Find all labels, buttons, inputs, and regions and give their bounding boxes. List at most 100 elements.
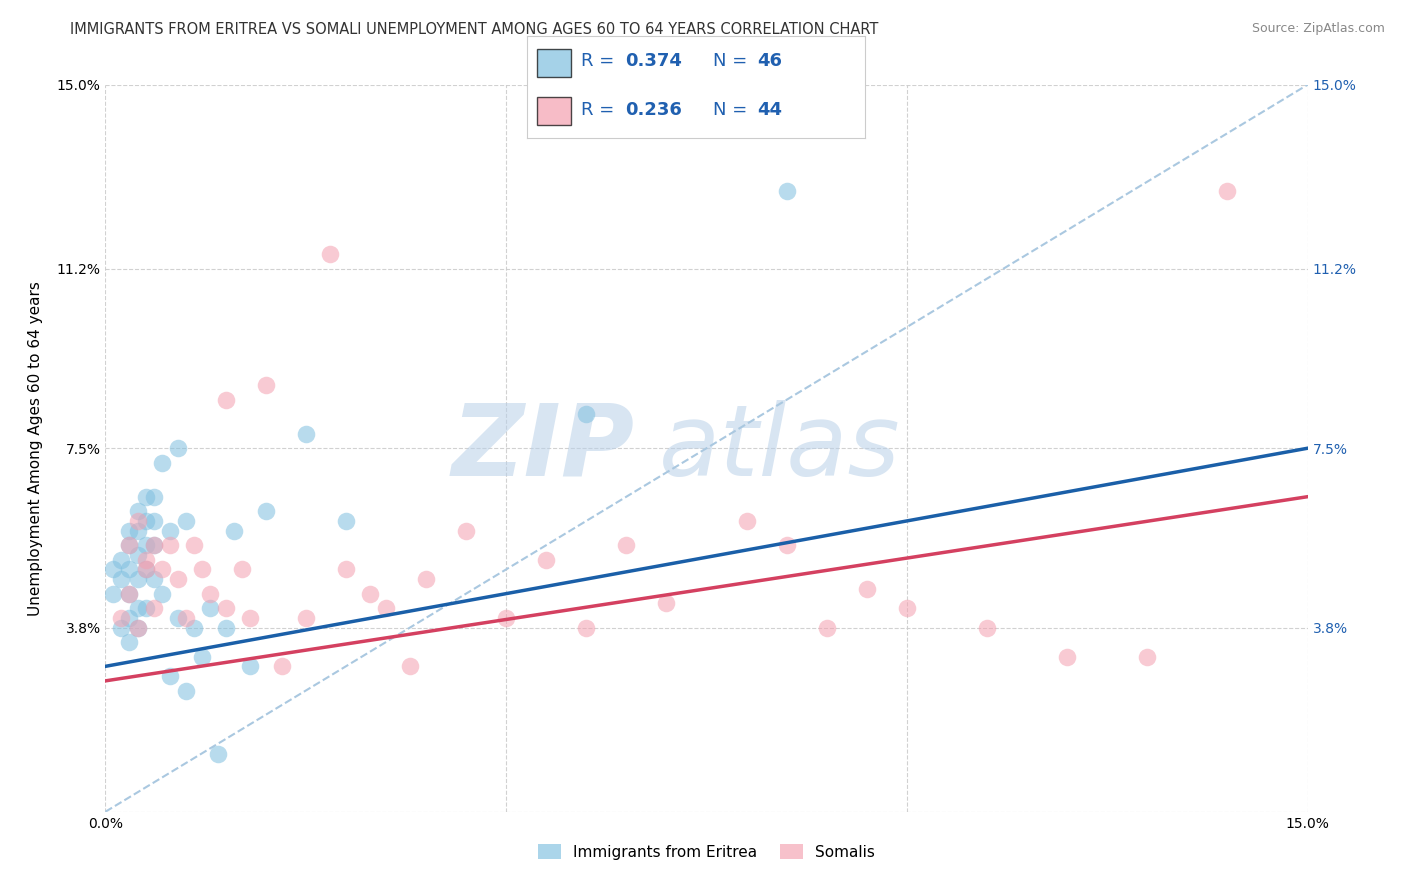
Text: ZIP: ZIP xyxy=(451,400,634,497)
Point xyxy=(214,621,236,635)
Point xyxy=(127,548,149,562)
Point xyxy=(135,601,157,615)
Point xyxy=(110,572,132,586)
Point xyxy=(534,552,557,566)
Point xyxy=(815,621,838,635)
Point xyxy=(118,538,141,552)
Point xyxy=(254,504,277,518)
Point xyxy=(159,669,181,683)
Point xyxy=(142,490,165,504)
Point xyxy=(214,601,236,615)
Point xyxy=(142,538,165,552)
Y-axis label: Unemployment Among Ages 60 to 64 years: Unemployment Among Ages 60 to 64 years xyxy=(28,281,42,615)
Point xyxy=(150,456,173,470)
Point xyxy=(1216,185,1239,199)
Point xyxy=(159,524,181,538)
Point xyxy=(415,572,437,586)
Point xyxy=(254,378,277,392)
Point xyxy=(118,611,141,625)
Point xyxy=(335,514,357,528)
Text: IMMIGRANTS FROM ERITREA VS SOMALI UNEMPLOYMENT AMONG AGES 60 TO 64 YEARS CORRELA: IMMIGRANTS FROM ERITREA VS SOMALI UNEMPL… xyxy=(70,22,879,37)
Point xyxy=(231,562,253,576)
Point xyxy=(118,635,141,649)
Text: N =: N = xyxy=(713,101,752,119)
Point xyxy=(1136,649,1159,664)
Point xyxy=(135,562,157,576)
Point xyxy=(174,683,197,698)
Point xyxy=(183,621,205,635)
Point xyxy=(150,562,173,576)
Point xyxy=(135,562,157,576)
Point xyxy=(214,392,236,407)
Point xyxy=(295,611,318,625)
Text: N =: N = xyxy=(713,53,752,70)
Point xyxy=(190,562,212,576)
Point xyxy=(118,538,141,552)
Point xyxy=(198,601,221,615)
Point xyxy=(142,538,165,552)
Text: 0.236: 0.236 xyxy=(626,101,682,119)
Point xyxy=(174,611,197,625)
Point xyxy=(166,611,188,625)
FancyBboxPatch shape xyxy=(537,97,571,126)
Point xyxy=(142,601,165,615)
Point xyxy=(118,524,141,538)
Point xyxy=(118,587,141,601)
Point xyxy=(655,596,678,610)
Text: 44: 44 xyxy=(756,101,782,119)
Point xyxy=(135,552,157,566)
Point xyxy=(198,587,221,601)
Point xyxy=(454,524,477,538)
Point xyxy=(150,587,173,601)
FancyBboxPatch shape xyxy=(537,48,571,77)
Point xyxy=(239,659,262,673)
Point xyxy=(142,514,165,528)
Point xyxy=(166,442,188,455)
Point xyxy=(239,611,262,625)
Legend: Immigrants from Eritrea, Somalis: Immigrants from Eritrea, Somalis xyxy=(531,838,882,866)
Point xyxy=(976,621,998,635)
Point xyxy=(319,247,342,261)
Point xyxy=(127,514,149,528)
Point xyxy=(575,621,598,635)
Text: Source: ZipAtlas.com: Source: ZipAtlas.com xyxy=(1251,22,1385,36)
Point xyxy=(127,504,149,518)
Point xyxy=(335,562,357,576)
Point xyxy=(127,524,149,538)
Point xyxy=(135,538,157,552)
Point xyxy=(359,587,381,601)
Point xyxy=(495,611,517,625)
Point xyxy=(776,185,799,199)
Point xyxy=(374,601,398,615)
Point xyxy=(295,426,318,441)
Text: atlas: atlas xyxy=(658,400,900,497)
Point xyxy=(142,572,165,586)
Point xyxy=(174,514,197,528)
Point xyxy=(127,621,149,635)
Point xyxy=(127,601,149,615)
Point xyxy=(190,649,212,664)
Point xyxy=(616,538,638,552)
Point xyxy=(207,747,229,761)
Point xyxy=(118,587,141,601)
Point xyxy=(735,514,758,528)
Point xyxy=(103,587,125,601)
Text: R =: R = xyxy=(581,53,620,70)
Point xyxy=(103,562,125,576)
Point xyxy=(896,601,918,615)
Point xyxy=(110,552,132,566)
Point xyxy=(776,538,799,552)
Text: 0.374: 0.374 xyxy=(626,53,682,70)
Point xyxy=(183,538,205,552)
Text: 46: 46 xyxy=(756,53,782,70)
Point xyxy=(1056,649,1078,664)
Point xyxy=(270,659,292,673)
Point xyxy=(399,659,422,673)
Point xyxy=(127,572,149,586)
Point xyxy=(110,621,132,635)
Point xyxy=(118,562,141,576)
Point xyxy=(110,611,132,625)
Text: R =: R = xyxy=(581,101,620,119)
Point xyxy=(222,524,245,538)
Point xyxy=(855,582,877,596)
